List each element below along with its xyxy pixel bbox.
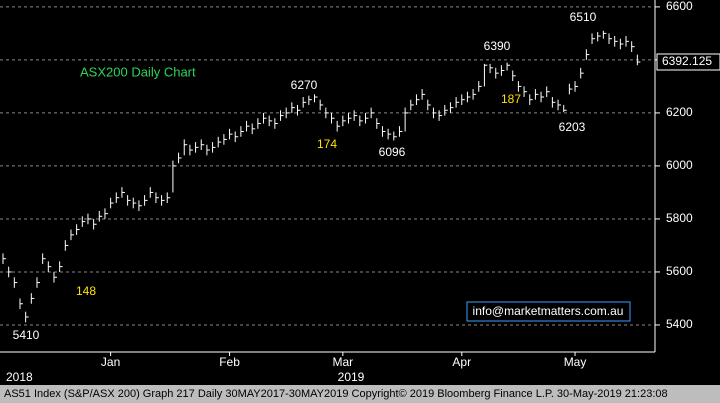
x-tick-label: Apr [452, 355, 471, 369]
x-tick-label: Jan [101, 355, 120, 369]
highlight: 148 [76, 284, 96, 298]
watermark: info@marketmatters.com.au [473, 304, 624, 318]
annotation: 6203 [559, 120, 586, 134]
y-tick-label: 6600 [666, 0, 693, 13]
last-price-box [656, 53, 720, 71]
chart-title: ASX200 Daily Chart [80, 64, 196, 79]
y-tick-label: 6000 [666, 158, 693, 172]
y-tick-label: 5800 [666, 211, 693, 225]
year-label: 2018 [6, 370, 33, 384]
footer-bar [0, 385, 720, 403]
x-tick-label: Feb [219, 355, 240, 369]
y-tick-label: 5600 [666, 264, 693, 278]
watermark-box [466, 301, 631, 322]
y-tick-label: 6200 [666, 105, 693, 119]
last-price-label: 6392.125 [662, 54, 712, 68]
year-label: 2019 [338, 370, 365, 384]
annotation: 6390 [484, 39, 511, 53]
annotation: 6270 [291, 78, 318, 92]
highlight: 174 [317, 137, 337, 151]
footer: AS51 Index (S&P/ASX 200) Graph 217 Daily… [4, 388, 668, 400]
x-tick-label: Mar [332, 355, 353, 369]
highlight: 187 [501, 92, 521, 106]
x-tick-label: May [564, 355, 587, 369]
annotation: 5410 [13, 328, 40, 342]
annotation: 6096 [379, 145, 406, 159]
y-tick-label: 5400 [666, 317, 693, 331]
annotation: 6510 [570, 10, 597, 24]
